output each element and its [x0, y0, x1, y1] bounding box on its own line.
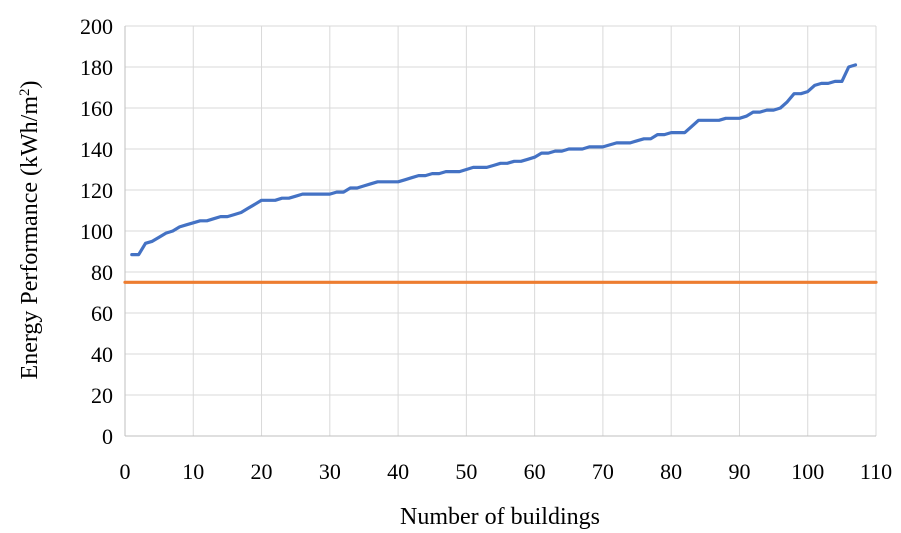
y-tick-label: 120 [80, 178, 113, 203]
x-tick-label: 20 [251, 459, 273, 484]
y-tick-label: 60 [91, 301, 113, 326]
y-axis-title-main: Energy Performance (kWh/m [17, 96, 43, 380]
y-tick-label: 200 [80, 14, 113, 39]
x-tick-label: 110 [860, 459, 892, 484]
x-tick-label: 10 [182, 459, 204, 484]
y-tick-label: 40 [91, 342, 113, 367]
y-tick-label: 140 [80, 137, 113, 162]
x-tick-label: 70 [592, 459, 614, 484]
tick-labels: 0 20 40 60 80 100 120 140 160 180 200 0 10 20 30 40 50 60… [80, 14, 892, 484]
y-axis-title-close: ) [17, 81, 43, 89]
y-tick-label: 160 [80, 96, 113, 121]
y-tick-label: 180 [80, 55, 113, 80]
x-tick-label: 50 [455, 459, 477, 484]
x-tick-label: 0 [120, 459, 131, 484]
x-tick-label: 100 [791, 459, 824, 484]
energy-performance-line [130, 63, 858, 257]
x-tick-label: 30 [319, 459, 341, 484]
y-tick-label: 80 [91, 260, 113, 285]
x-tick-label: 40 [387, 459, 409, 484]
series-layer [123, 63, 878, 284]
gridlines [124, 25, 877, 437]
y-tick-label: 20 [91, 383, 113, 408]
y-axis-title-superscript: 2 [17, 89, 33, 97]
x-tick-label: 90 [728, 459, 750, 484]
y-tick-label: 0 [102, 424, 113, 449]
x-tick-label: 80 [660, 459, 682, 484]
x-tick-label: 60 [524, 459, 546, 484]
x-axis-title: Number of buildings [400, 504, 600, 530]
y-tick-label: 100 [80, 219, 113, 244]
y-axis-title: Energy Performance (kWh/m2) [17, 81, 43, 380]
